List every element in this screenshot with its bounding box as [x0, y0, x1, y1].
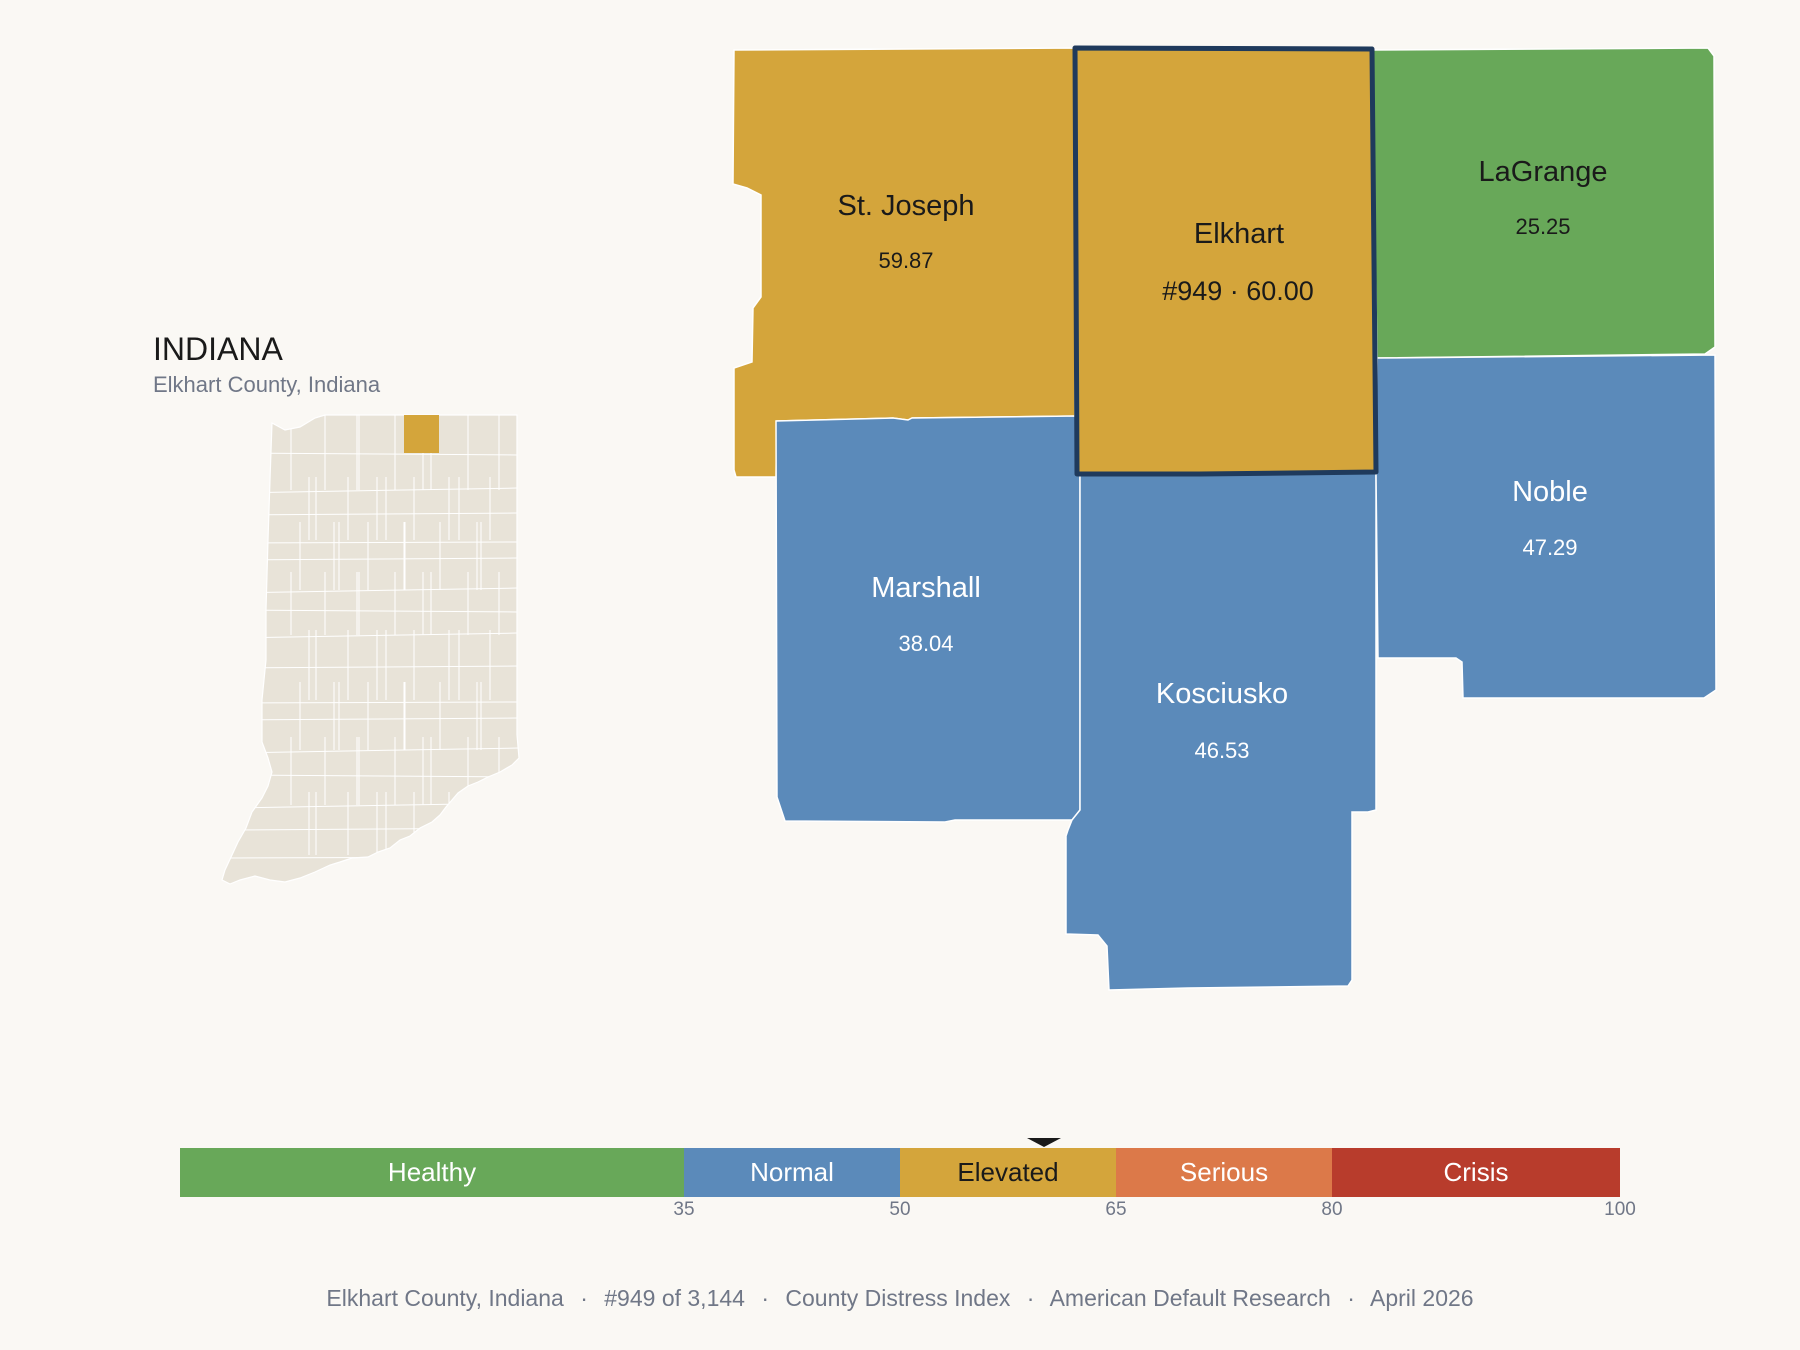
footer-separator: ·	[761, 1285, 769, 1311]
county-noble-shape[interactable]	[1375, 354, 1717, 699]
state-locator: INDIANA Elkhart County, Indiana	[153, 331, 520, 885]
legend-tick-label: 100	[1604, 1199, 1636, 1220]
inset-county-border	[229, 701, 519, 704]
inset-county-border	[229, 452, 519, 456]
county-marshall-shape[interactable]	[775, 415, 1081, 823]
county-noble-value: 47.29	[1522, 535, 1577, 560]
current-value-marker	[1027, 1138, 1061, 1147]
county-elkhart-shape[interactable]	[1072, 45, 1379, 477]
legend-band-serious	[1116, 1148, 1332, 1197]
inset-elkhart-highlight	[404, 415, 439, 453]
county-kosciusko-shape[interactable]	[1065, 472, 1377, 991]
legend-bands: Healthy Normal Elevated Serious Crisis	[180, 1148, 1620, 1197]
county-noble[interactable]: Noble 47.29	[1375, 354, 1717, 699]
county-lagrange-value: 25.25	[1515, 214, 1570, 239]
inset-county-border	[229, 541, 519, 544]
legend-band-healthy	[180, 1148, 684, 1197]
inset-county-border	[229, 587, 519, 594]
county-lagrange[interactable]: LaGrange 25.25	[1371, 47, 1716, 359]
footer-rank: #949 of 3,144	[604, 1285, 745, 1311]
county-lagrange-shape[interactable]	[1371, 47, 1716, 359]
inset-county-border	[229, 717, 519, 721]
county-marshall-name: Marshall	[871, 572, 981, 604]
footer-caption: Elkhart County, Indiana · #949 of 3,144 …	[326, 1285, 1473, 1311]
inset-county-border	[229, 487, 519, 494]
legend-band-crisis	[1332, 1148, 1620, 1197]
legend-tick-label: 80	[1321, 1199, 1342, 1220]
footer-index-name: County Distress Index	[785, 1285, 1010, 1311]
county-marshall[interactable]: Marshall 38.04	[775, 415, 1081, 823]
footer-separator: ·	[580, 1285, 588, 1311]
county-marshall-value: 38.04	[898, 631, 953, 656]
legend-tick-label: 50	[889, 1199, 910, 1220]
state-subtitle: Elkhart County, Indiana	[153, 372, 381, 397]
county-elkhart-name: Elkhart	[1194, 218, 1284, 250]
county-kosciusko-value: 46.53	[1194, 738, 1249, 763]
county-lagrange-name: LaGrange	[1479, 156, 1608, 188]
county-kosciusko-name: Kosciusko	[1156, 678, 1288, 710]
county-map: St. Joseph 59.87 LaGrange 25.25 Marshall…	[732, 45, 1717, 991]
legend-band-label: Normal	[750, 1157, 834, 1187]
inset-county-border	[229, 512, 519, 516]
county-kosciusko[interactable]: Kosciusko 46.53	[1065, 472, 1377, 991]
inset-county-border	[229, 557, 519, 561]
legend-band-elevated	[900, 1148, 1116, 1197]
footer-separator: ·	[1347, 1285, 1355, 1311]
inset-county-border	[229, 665, 519, 669]
legend-band-normal	[684, 1148, 900, 1197]
inset-county-border	[229, 609, 519, 613]
legend-ticks: 35 50 65 80 100	[673, 1199, 1635, 1220]
county-noble-name: Noble	[1512, 476, 1588, 508]
county-elkhart-value: #949 · 60.00	[1162, 276, 1314, 306]
footer-separator: ·	[1027, 1285, 1035, 1311]
footer-date: April 2026	[1370, 1285, 1474, 1311]
distress-scale-legend: Healthy Normal Elevated Serious Crisis 35 50 6…	[180, 1138, 1636, 1220]
indiana-outline	[221, 414, 520, 885]
legend-band-label: Crisis	[1444, 1157, 1509, 1187]
footer-county: Elkhart County, Indiana	[326, 1285, 564, 1311]
legend-tick-label: 65	[1105, 1199, 1126, 1220]
inset-county-border	[229, 632, 519, 639]
county-st-joseph[interactable]: St. Joseph 59.87	[732, 47, 1076, 478]
legend-band-label: Serious	[1180, 1157, 1268, 1187]
county-st-joseph-name: St. Joseph	[837, 190, 974, 222]
inset-county-border	[229, 747, 519, 754]
legend-tick-label: 35	[673, 1199, 694, 1220]
legend-band-label: Healthy	[388, 1157, 476, 1187]
county-st-joseph-value: 59.87	[878, 248, 933, 273]
legend-band-label: Elevated	[957, 1157, 1058, 1187]
state-title: INDIANA	[153, 331, 283, 367]
inset-county-border	[229, 774, 519, 778]
county-elkhart[interactable]: Elkhart #949 · 60.00	[1072, 45, 1379, 477]
footer-publisher: American Default Research	[1050, 1285, 1331, 1311]
